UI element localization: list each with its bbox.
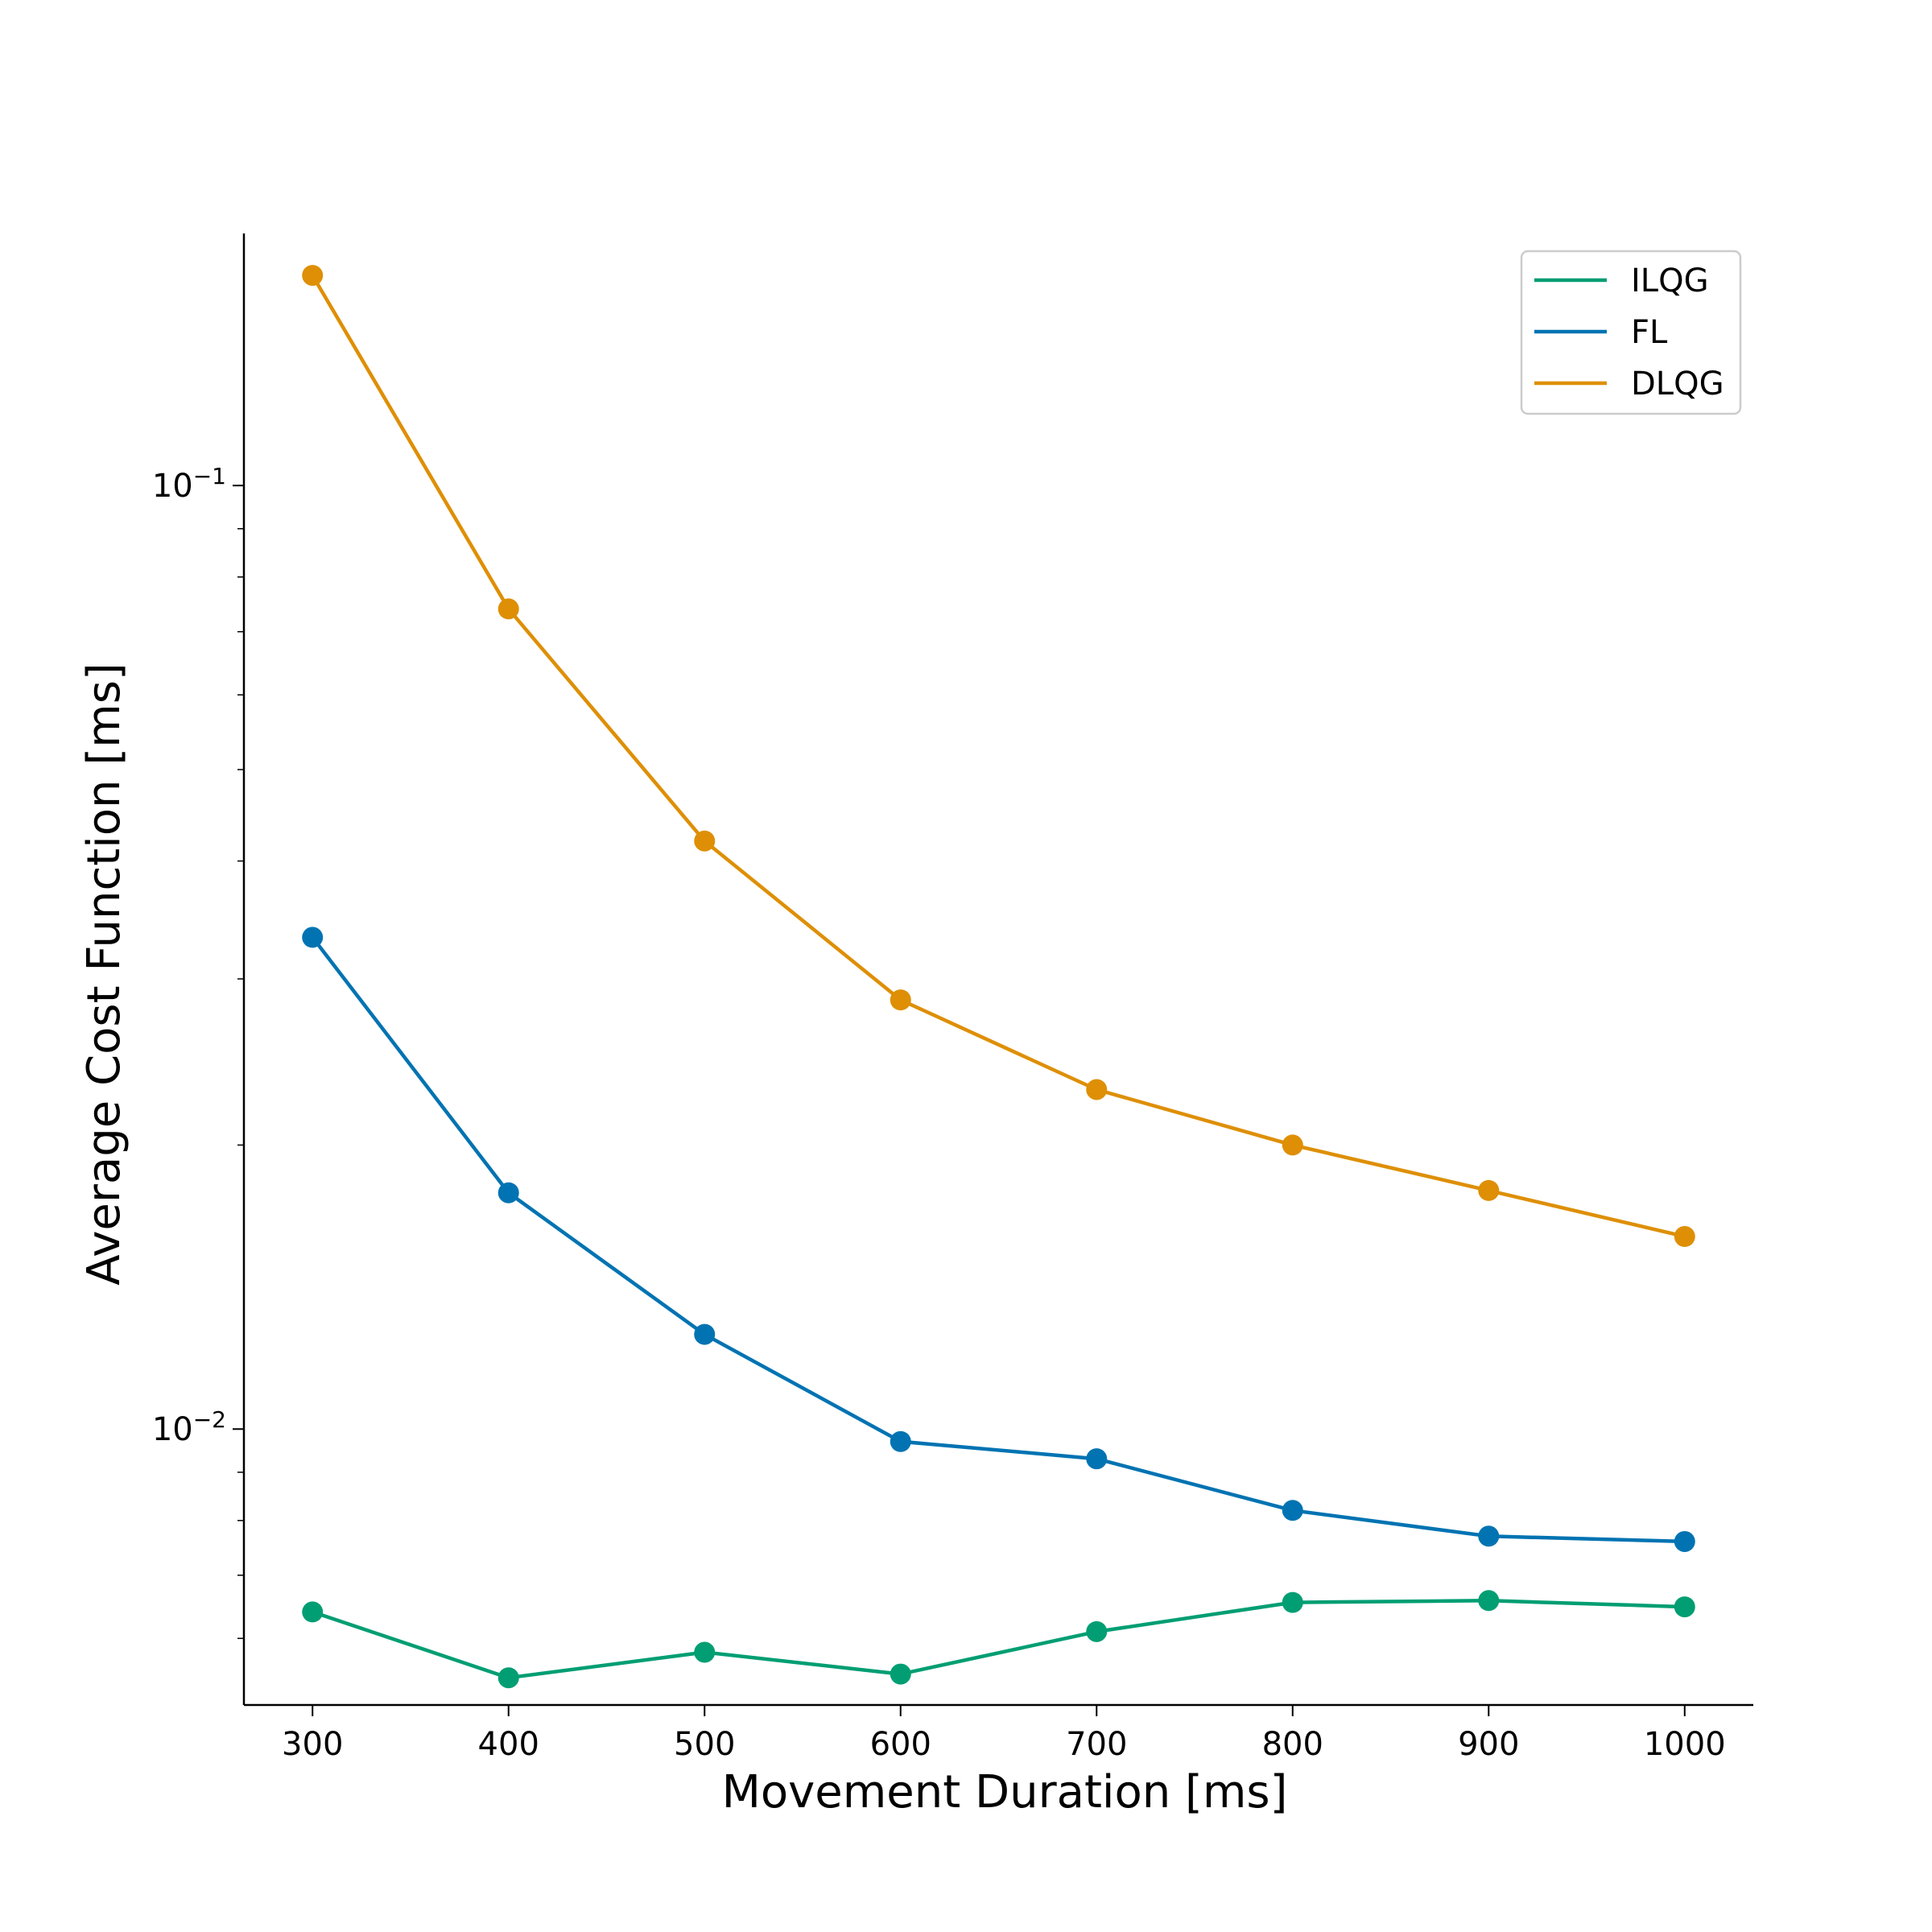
series-layer — [302, 265, 1695, 1689]
legend-label-ilqg: ILQG — [1631, 262, 1709, 299]
legend: ILQG FL DLQG — [1520, 250, 1742, 415]
data-point-dlqg — [1282, 1134, 1303, 1156]
legend-label-dlqg: DLQG — [1631, 365, 1724, 402]
data-point-fl — [890, 1430, 911, 1452]
data-point-ilqg — [1086, 1620, 1108, 1642]
data-point-dlqg — [302, 265, 324, 287]
data-point-dlqg — [1478, 1179, 1500, 1201]
data-point-dlqg — [497, 598, 519, 620]
data-point-dlqg — [1674, 1225, 1695, 1247]
legend-item-fl: FL — [1534, 314, 1668, 351]
axes: 300 400 500 600 700 800 900 1000 10−1 10−2 — [152, 233, 1753, 1763]
x-tick-label: 500 — [674, 1726, 735, 1763]
data-point-ilqg — [302, 1601, 324, 1623]
legend-item-ilqg: ILQG — [1534, 262, 1709, 299]
data-point-ilqg — [1282, 1591, 1303, 1613]
series-line-ilqg — [312, 1599, 1685, 1680]
y-tick-label: 10−2 — [152, 1406, 226, 1448]
series-dlqg — [302, 265, 1695, 1247]
series-line-fl — [311, 936, 1685, 1544]
data-point-ilqg — [1478, 1590, 1500, 1612]
x-tick-label: 900 — [1458, 1726, 1519, 1763]
data-point-ilqg — [1674, 1596, 1695, 1618]
data-point-ilqg — [694, 1641, 716, 1663]
data-point-fl — [1282, 1500, 1303, 1521]
data-point-fl — [1478, 1525, 1500, 1547]
x-tick-label: 400 — [478, 1726, 539, 1763]
data-point-fl — [694, 1323, 716, 1345]
x-tick-label: 1000 — [1644, 1726, 1726, 1763]
data-point-fl — [1086, 1448, 1108, 1470]
x-tick-label: 300 — [282, 1726, 343, 1763]
data-point-ilqg — [890, 1663, 911, 1685]
series-fl — [302, 927, 1695, 1552]
data-point-dlqg — [1086, 1079, 1108, 1100]
data-point-fl — [302, 927, 324, 948]
y-axis-label: Average Cost Function [ms] — [78, 663, 130, 1285]
data-point-ilqg — [497, 1667, 519, 1689]
data-point-fl — [497, 1182, 519, 1203]
x-tick-label: 700 — [1066, 1726, 1127, 1763]
data-point-fl — [1674, 1530, 1695, 1552]
series-ilqg — [302, 1590, 1695, 1689]
x-tick-label: 800 — [1262, 1726, 1323, 1763]
data-point-dlqg — [694, 830, 716, 852]
x-tick-label: 600 — [870, 1726, 931, 1763]
legend-item-dlqg: DLQG — [1534, 365, 1724, 402]
x-axis-label: Movement Duration [ms] — [722, 1766, 1288, 1818]
data-point-dlqg — [890, 989, 911, 1011]
series-line-dlqg — [311, 274, 1686, 1239]
legend-box — [1520, 250, 1742, 415]
y-tick-label: 10−1 — [152, 463, 226, 505]
legend-label-fl: FL — [1631, 314, 1668, 351]
